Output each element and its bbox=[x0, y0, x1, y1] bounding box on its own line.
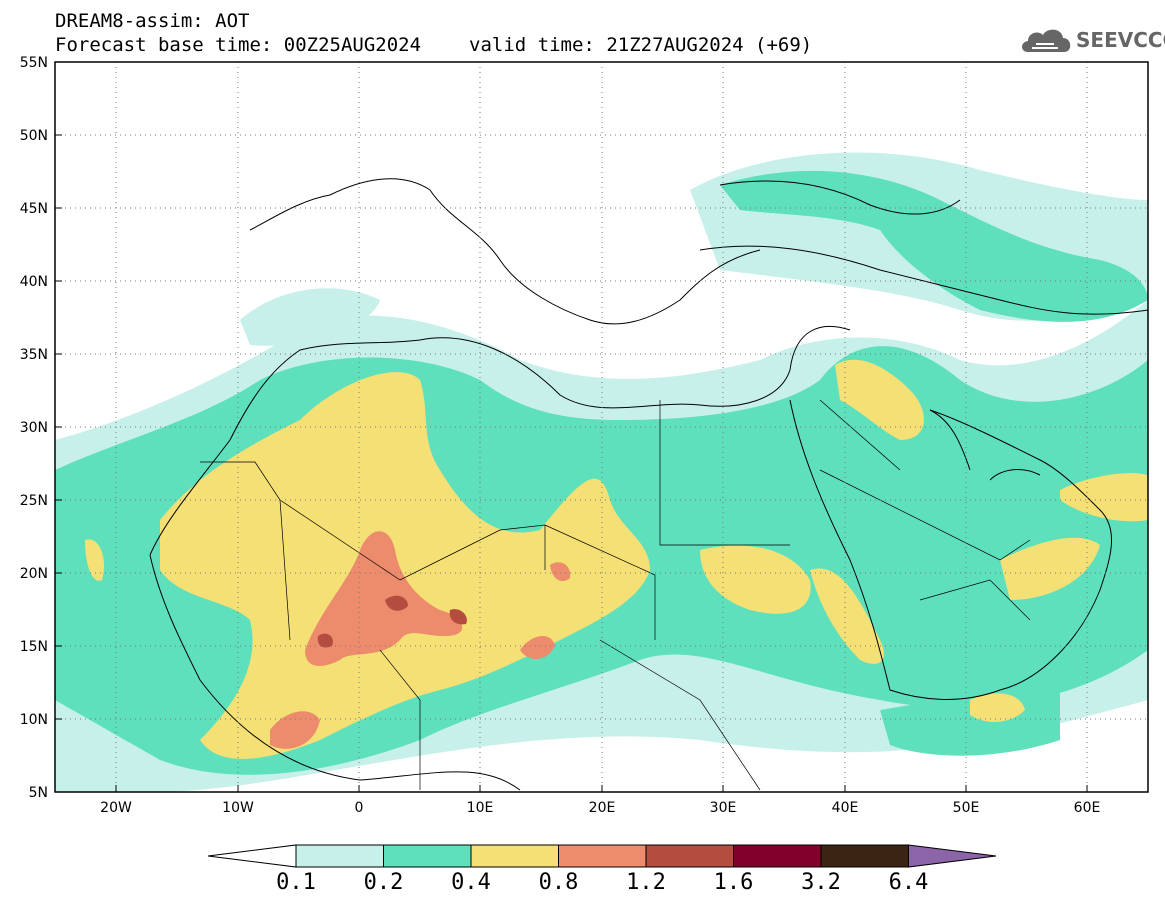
chart-title: DREAM8-assim: AOT bbox=[55, 10, 250, 32]
colorbar-label: 0.4 bbox=[451, 870, 491, 895]
lat-label: 50N bbox=[20, 128, 48, 144]
colorbar-extend-low bbox=[207, 844, 297, 868]
lon-label: 40E bbox=[832, 800, 859, 816]
lon-label: 0 bbox=[355, 800, 364, 816]
colorbar-label: 0.1 bbox=[276, 870, 316, 895]
aot-field bbox=[55, 152, 1148, 792]
seevccc-logo: SEEVCCC bbox=[1018, 22, 1165, 58]
lat-label: 30N bbox=[20, 420, 48, 436]
colorbar bbox=[207, 844, 997, 868]
lon-labels: 20W 10W 0 10E 20E 30E 40E 50E 60E bbox=[100, 800, 1100, 816]
lat-label: 55N bbox=[20, 55, 48, 71]
country-borders bbox=[200, 399, 1031, 791]
colorbar-label: 0.2 bbox=[363, 870, 404, 895]
colorbar-label: 6.4 bbox=[888, 870, 929, 895]
lon-label: 10W bbox=[222, 800, 254, 816]
chart-subtitle: Forecast base time: 00Z25AUG2024 valid ti… bbox=[55, 34, 812, 56]
aot-level-0.4 bbox=[85, 359, 1148, 759]
lat-label: 20N bbox=[20, 566, 48, 582]
colorbar-swatch bbox=[295, 844, 384, 868]
colorbar-swatch bbox=[733, 844, 822, 868]
lat-label: 5N bbox=[29, 785, 48, 801]
base-time: Forecast base time: 00Z25AUG2024 bbox=[55, 34, 422, 56]
lat-label: 35N bbox=[20, 347, 48, 363]
lon-label: 20E bbox=[589, 800, 616, 816]
graticule bbox=[55, 62, 1148, 792]
cloud-icon bbox=[1022, 29, 1071, 52]
lon-label: 10E bbox=[467, 800, 494, 816]
lon-label: 20W bbox=[100, 800, 132, 816]
colorbar-label: 0.8 bbox=[538, 870, 579, 895]
colorbar-label: 1.6 bbox=[713, 870, 754, 895]
coastlines bbox=[149, 178, 1148, 791]
lat-label: 40N bbox=[20, 274, 48, 290]
colorbar-extend-high bbox=[908, 844, 997, 868]
lat-label: 15N bbox=[20, 639, 48, 655]
logo-text: SEEVCCC bbox=[1076, 28, 1165, 52]
lat-label: 25N bbox=[20, 493, 48, 509]
valid-time: valid time: 21Z27AUG2024 (+69) bbox=[469, 34, 813, 56]
lon-label: 50E bbox=[953, 800, 980, 816]
aot-level-0.8 bbox=[270, 531, 571, 749]
aot-level-1.2 bbox=[317, 595, 467, 648]
axis-ticks bbox=[55, 134, 1088, 792]
colorbar-swatch bbox=[558, 844, 647, 868]
lat-label: 45N bbox=[20, 201, 48, 217]
colorbar-label: 1.2 bbox=[626, 870, 666, 895]
colorbar-swatch bbox=[645, 844, 734, 868]
colorbar-swatch bbox=[383, 844, 472, 868]
lon-label: 60E bbox=[1074, 800, 1101, 816]
lon-label: 30E bbox=[710, 800, 737, 816]
colorbar-swatch bbox=[470, 844, 559, 868]
colorbar-swatch bbox=[820, 844, 909, 868]
lat-label: 10N bbox=[20, 712, 48, 728]
lat-labels: 55N 50N 45N 40N 35N 30N 25N 20N 15N 10N … bbox=[20, 55, 48, 801]
colorbar-label: 3.2 bbox=[801, 870, 841, 895]
